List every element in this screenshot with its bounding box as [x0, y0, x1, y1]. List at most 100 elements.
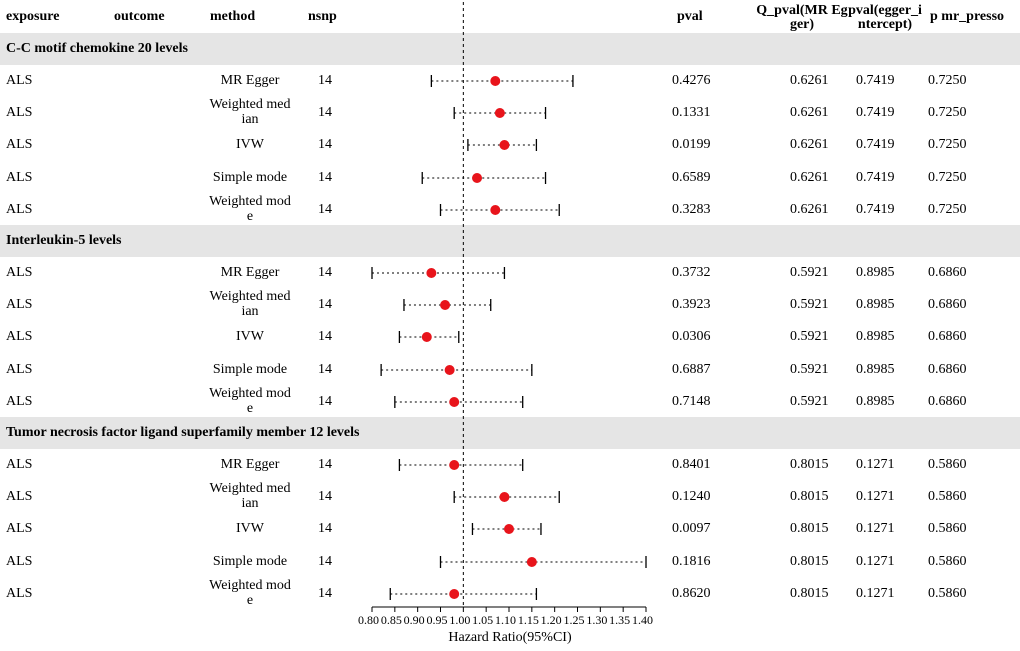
hr-point: [449, 397, 460, 407]
group-band: Interleukin-5 levels: [0, 225, 1020, 257]
nsnp-cell: 14: [318, 297, 332, 312]
q-pval-cell: 0.5921: [790, 265, 829, 280]
mr-presso-cell: 0.5860: [928, 489, 967, 504]
nsnp-cell: 14: [318, 202, 332, 217]
exposure-cell: ALS: [6, 329, 33, 344]
egger-intercept-cell: 0.8985: [856, 329, 895, 344]
method-cell: Weighted mod e: [195, 194, 305, 224]
method-line1: Weighted med: [209, 97, 291, 112]
q-pval-cell: 0.8015: [790, 586, 829, 601]
exposure-cell: ALS: [6, 362, 33, 377]
method-line1: Weighted mod: [209, 578, 291, 593]
egger-intercept-cell: 0.7419: [856, 202, 895, 217]
exposure-cell: ALS: [6, 554, 33, 569]
header-pval: pval: [677, 9, 703, 24]
q-pval-cell: 0.6261: [790, 105, 829, 120]
pval-cell: 0.8401: [672, 457, 711, 472]
exposure-cell: ALS: [6, 297, 33, 312]
q-pval-cell: 0.5921: [790, 297, 829, 312]
header-q-pval-line1: Q_pval(MR Eg: [756, 3, 848, 18]
pval-cell: 0.0097: [672, 521, 711, 536]
mr-presso-cell: 0.7250: [928, 170, 967, 185]
nsnp-cell: 14: [318, 554, 332, 569]
method-cell: IVW: [236, 329, 264, 344]
method-cell: Weighted med ian: [195, 97, 305, 127]
nsnp-cell: 14: [318, 73, 332, 88]
egger-intercept-cell: 0.7419: [856, 73, 895, 88]
pval-cell: 0.1816: [672, 554, 711, 569]
q-pval-cell: 0.8015: [790, 489, 829, 504]
pval-cell: 0.1240: [672, 489, 711, 504]
nsnp-cell: 14: [318, 105, 332, 120]
exposure-cell: ALS: [6, 394, 33, 409]
mr-presso-cell: 0.7250: [928, 137, 967, 152]
q-pval-cell: 0.6261: [790, 170, 829, 185]
method-cell: Simple mode: [212, 362, 288, 377]
egger-intercept-cell: 0.8985: [856, 362, 895, 377]
header-nsnp: nsnp: [308, 9, 337, 24]
x-tick-label: 1.35: [609, 613, 631, 627]
method-cell: MR Egger: [220, 73, 280, 88]
mr-presso-cell: 0.6860: [928, 394, 967, 409]
group-title: Interleukin-5 levels: [6, 233, 122, 248]
q-pval-cell: 0.6261: [790, 73, 829, 88]
exposure-cell: ALS: [6, 137, 33, 152]
egger-intercept-cell: 0.8985: [856, 297, 895, 312]
group-title: Tumor necrosis factor ligand superfamily…: [6, 425, 360, 440]
pval-cell: 0.6589: [672, 170, 711, 185]
hr-point: [499, 492, 510, 502]
method-line1: Weighted mod: [209, 194, 291, 209]
mr-presso-cell: 0.5860: [928, 586, 967, 601]
group-band: C-C motif chemokine 20 levels: [0, 33, 1020, 65]
hr-point: [504, 524, 514, 534]
egger-intercept-cell: 0.1271: [856, 489, 895, 504]
exposure-cell: ALS: [6, 489, 33, 504]
pval-cell: 0.1331: [672, 105, 711, 120]
hr-point: [490, 205, 501, 215]
exposure-cell: ALS: [6, 202, 33, 217]
pval-cell: 0.4276: [672, 73, 711, 88]
mr-presso-cell: 0.7250: [928, 73, 967, 88]
method-cell: Weighted med ian: [195, 289, 305, 319]
header-egger-line2: ntercept): [857, 17, 913, 32]
egger-intercept-cell: 0.1271: [856, 521, 895, 536]
q-pval-cell: 0.5921: [790, 362, 829, 377]
x-tick-label: 1.10: [495, 613, 516, 627]
pval-cell: 0.7148: [672, 394, 711, 409]
x-tick-label: 1.05: [472, 613, 494, 627]
method-line2: e: [246, 209, 254, 224]
egger-intercept-cell: 0.7419: [856, 137, 895, 152]
mr-presso-cell: 0.7250: [928, 202, 967, 217]
mr-presso-cell: 0.7250: [928, 105, 967, 120]
exposure-cell: ALS: [6, 586, 33, 601]
x-tick-label: 1.20: [540, 613, 562, 627]
hr-point: [449, 460, 460, 470]
exposure-cell: ALS: [6, 105, 33, 120]
x-tick-label: 0.90: [403, 613, 425, 627]
q-pval-cell: 0.8015: [790, 554, 829, 569]
method-cell: Simple mode: [212, 170, 288, 185]
egger-intercept-cell: 0.1271: [856, 554, 895, 569]
x-tick-label: 1.15: [517, 613, 539, 627]
method-cell: Weighted med ian: [195, 481, 305, 511]
hr-point: [494, 108, 505, 118]
method-line2: ian: [241, 304, 259, 319]
mr-presso-cell: 0.6860: [928, 265, 967, 280]
egger-intercept-cell: 0.8985: [856, 394, 895, 409]
x-tick-label: 1.00: [449, 613, 471, 627]
x-tick-label: 1.30: [586, 613, 608, 627]
mr-presso-cell: 0.5860: [928, 457, 967, 472]
method-cell: MR Egger: [220, 265, 280, 280]
method-line1: Weighted mod: [209, 386, 291, 401]
hr-point: [421, 332, 432, 342]
hr-point: [499, 140, 510, 150]
mr-presso-cell: 0.6860: [928, 362, 967, 377]
hr-point: [426, 268, 437, 278]
exposure-cell: ALS: [6, 73, 33, 88]
nsnp-cell: 14: [318, 586, 332, 601]
method-line1: Weighted med: [209, 481, 291, 496]
pval-cell: 0.8620: [672, 586, 711, 601]
exposure-cell: ALS: [6, 170, 33, 185]
